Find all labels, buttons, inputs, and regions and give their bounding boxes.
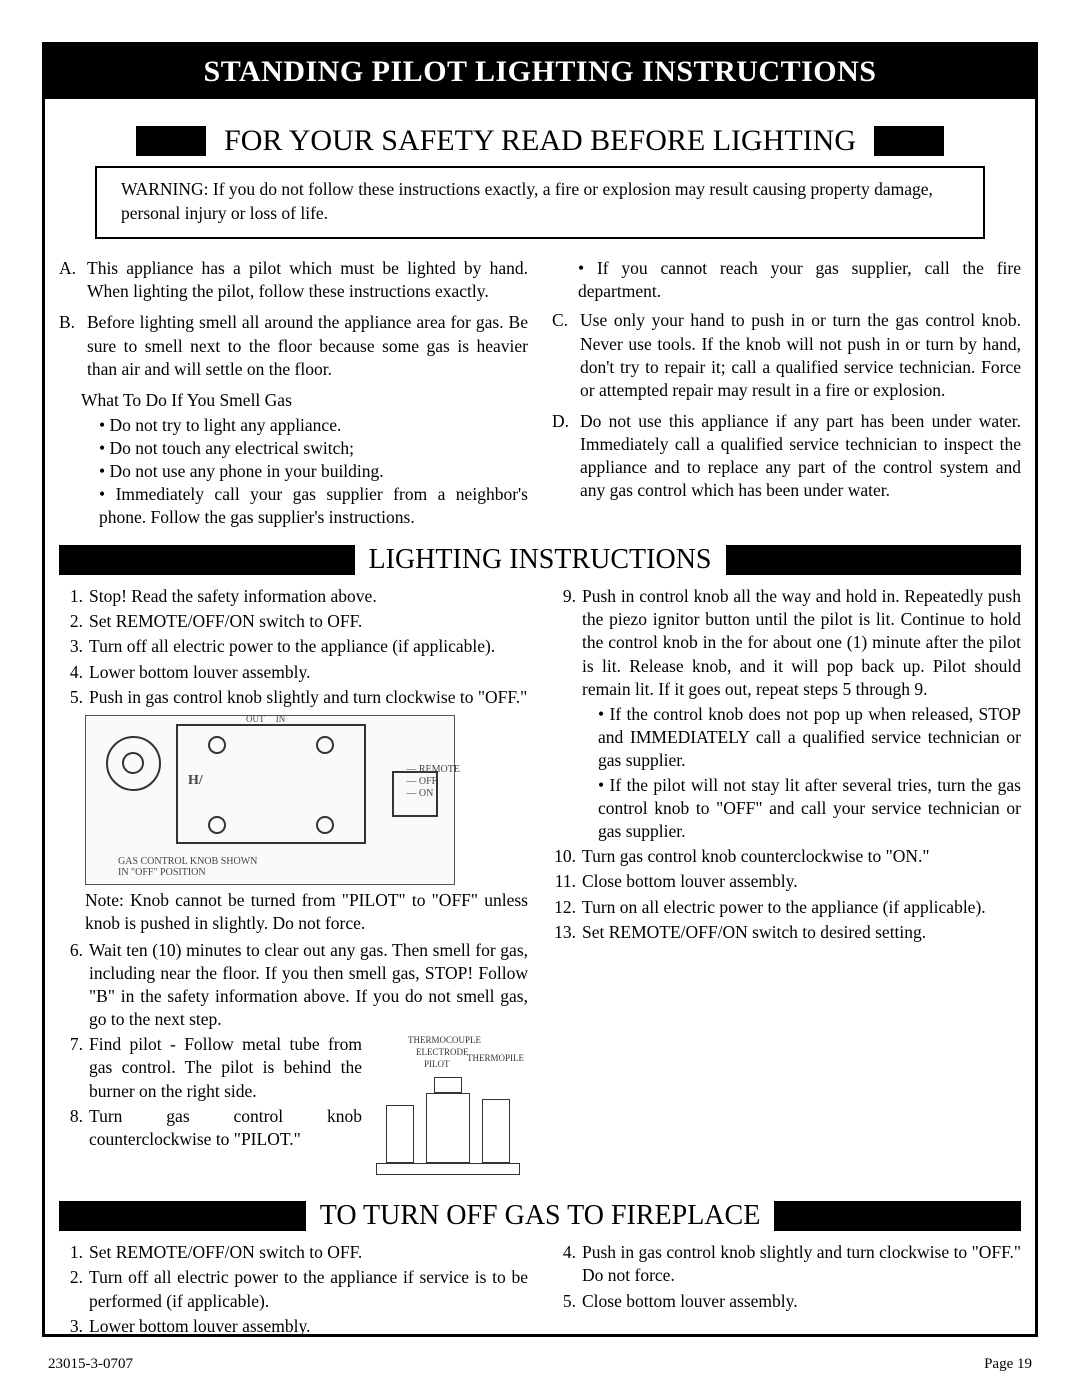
warning-box: WARNING: If you do not follow these inst… [95, 166, 985, 239]
num-8: 8. [59, 1105, 83, 1151]
step-9: Push in control knob all the way and hol… [582, 585, 1021, 700]
safety-d: Do not use this appliance if any part ha… [580, 410, 1021, 502]
num-6: 6. [59, 939, 83, 1031]
d1-in: IN [276, 714, 286, 724]
step-7: Find pilot - Follow metal tube from gas … [89, 1033, 362, 1102]
smell-1: Do not try to light any appliance. [99, 414, 528, 437]
d1-remote: — REMOTE [406, 764, 460, 776]
page-footer: 23015-3-0707 Page 19 [48, 1356, 1032, 1373]
step-3: Turn off all electric power to the appli… [89, 635, 495, 658]
safety-c: Use only your hand to push in or turn th… [580, 309, 1021, 401]
lighting-strip: LIGHTING INSTRUCTIONS [59, 543, 1021, 577]
bar-right [874, 126, 944, 156]
off-num-1: 1. [59, 1241, 83, 1264]
safety-b: Before lighting smell all around the app… [87, 311, 528, 380]
off-num-4: 4. [552, 1241, 576, 1287]
off-1: Set REMOTE/OFF/ON switch to OFF. [89, 1241, 362, 1264]
num-10: 10. [552, 845, 576, 868]
d2-thermocouple: THERMOCOUPLE [408, 1035, 481, 1047]
smell-5: If you cannot reach your gas supplier, c… [578, 257, 1021, 303]
step-9b: If the pilot will not stay lit after sev… [598, 774, 1021, 843]
step-4: Lower bottom louver assembly. [89, 661, 310, 684]
num-11: 11. [552, 870, 576, 893]
off-num-5: 5. [552, 1290, 576, 1313]
off-5: Close bottom louver assembly. [582, 1290, 798, 1313]
note-5: Note: Knob cannot be turned from "PILOT"… [85, 889, 528, 935]
d1-h: H/ [188, 772, 203, 790]
step-6: Wait ten (10) minutes to clear out any g… [89, 939, 528, 1031]
main-banner: STANDING PILOT LIGHTING INSTRUCTIONS [45, 45, 1035, 99]
step-1: Stop! Read the safety information above. [89, 585, 377, 608]
doc-number: 23015-3-0707 [48, 1356, 133, 1373]
d2-pilot: PILOT [424, 1059, 450, 1071]
safety-title: FOR YOUR SAFETY READ BEFORE LIGHTING [206, 124, 874, 158]
step-12: Turn on all electric power to the applia… [582, 896, 986, 919]
d1-out: OUT [246, 714, 265, 724]
step-8: Turn gas control knob counterclockwise t… [89, 1105, 362, 1151]
step-5: Push in gas control knob slightly and tu… [89, 686, 527, 709]
bar-left [136, 126, 206, 156]
label-d: D. [552, 410, 574, 502]
step-11: Close bottom louver assembly. [582, 870, 798, 893]
off-num-3: 3. [59, 1315, 83, 1338]
d1-on: — ON [406, 788, 460, 800]
num-4: 4. [59, 661, 83, 684]
num-1: 1. [59, 585, 83, 608]
num-7: 7. [59, 1033, 83, 1102]
step-2: Set REMOTE/OFF/ON switch to OFF. [89, 610, 362, 633]
lighting-title: LIGHTING INSTRUCTIONS [355, 544, 726, 576]
smell-heading: What To Do If You Smell Gas [81, 389, 528, 412]
turnoff-title: TO TURN OFF GAS TO FIREPLACE [306, 1200, 775, 1232]
label-a: A. [59, 257, 81, 303]
turnoff-columns: 1. Set REMOTE/OFF/ON switch to OFF. 2.Tur… [45, 1241, 1035, 1349]
step-13: Set REMOTE/OFF/ON switch to desired sett… [582, 921, 926, 944]
d1-caption: GAS CONTROL KNOB SHOWN IN "OFF" POSITION [118, 856, 257, 878]
label-b: B. [59, 311, 81, 380]
off-4: Push in gas control knob slightly and tu… [582, 1241, 1021, 1287]
step-10: Turn gas control knob counterclockwise t… [582, 845, 930, 868]
num-9: 9. [552, 585, 576, 700]
off-num-2: 2. [59, 1266, 83, 1312]
d2-electrode: ELECTRODE [416, 1047, 469, 1059]
d2-thermopile: THERMOPILE [467, 1053, 524, 1065]
num-2: 2. [59, 610, 83, 633]
off-3: Lower bottom louver assembly. [89, 1315, 310, 1338]
num-3: 3. [59, 635, 83, 658]
num-13: 13. [552, 921, 576, 944]
pilot-diagram: THERMOCOUPLE ELECTRODE PILOT THERMOPILE [368, 1035, 528, 1185]
page-number: Page 19 [984, 1356, 1032, 1373]
gas-control-diagram: OUT IN H/ — REMOTE — OFF — ON GAS CONTRO… [85, 715, 455, 885]
smell-3: Do not use any phone in your building. [99, 460, 528, 483]
smell-4: Immediately call your gas supplier from … [99, 483, 528, 529]
num-12: 12. [552, 896, 576, 919]
d1-off: — OFF [406, 776, 460, 788]
safety-a: This appliance has a pilot which must be… [87, 257, 528, 303]
step-9a: If the control knob does not pop up when… [598, 703, 1021, 772]
safety-header: FOR YOUR SAFETY READ BEFORE LIGHTING [95, 124, 985, 158]
page-frame: STANDING PILOT LIGHTING INSTRUCTIONS FOR… [42, 42, 1038, 1337]
off-2: Turn off all electric power to the appli… [89, 1266, 528, 1312]
turnoff-strip: TO TURN OFF GAS TO FIREPLACE [59, 1199, 1021, 1233]
lighting-columns: 1. Stop! Read the safety information abov… [45, 585, 1035, 1199]
safety-columns: A.This appliance has a pilot which must … [45, 257, 1035, 543]
smell-2: Do not touch any electrical switch; [99, 437, 528, 460]
num-5: 5. [59, 686, 83, 709]
label-c: C. [552, 309, 574, 401]
